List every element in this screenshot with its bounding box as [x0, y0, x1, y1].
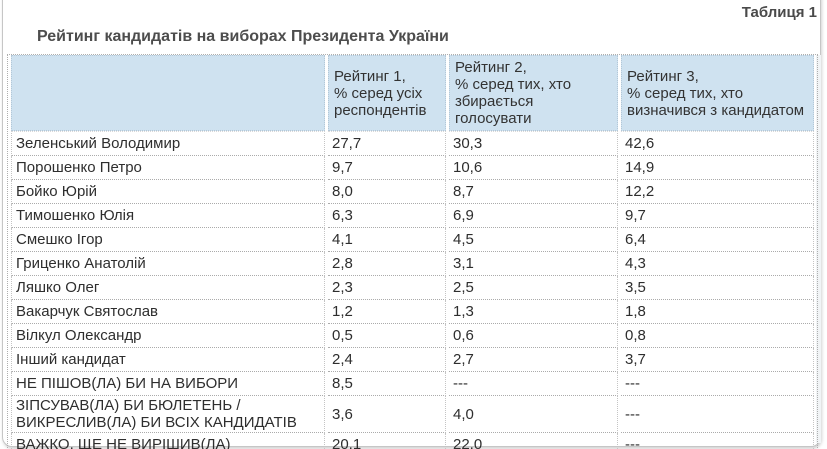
rating2-cell: 4,5 [449, 228, 618, 252]
rating3-cell: --- [621, 396, 814, 433]
candidate-name-cell: Вілкул Олександр [11, 324, 325, 348]
table-row: Смешко Ігор 4,1 4,5 6,4 [11, 228, 814, 252]
col-header-rating1: Рейтинг 1, % серед усіх респондентів [328, 55, 446, 131]
rating1-cell: 4,1 [328, 228, 446, 252]
col-header-rating2: Рейтинг 2, % серед тих, хто збирається г… [449, 55, 618, 131]
rating2-cell: 22,0 [449, 433, 618, 449]
rating2-cell: 8,7 [449, 180, 618, 204]
ratings-table-wrapper: Рейтинг 1, % серед усіх респондентів Рей… [7, 54, 818, 449]
rating2-cell: 3,1 [449, 252, 618, 276]
table-header-row: Рейтинг 1, % серед усіх респондентів Рей… [11, 55, 814, 131]
rating1-cell: 0,5 [328, 324, 446, 348]
rating3-cell: 3,5 [621, 276, 814, 300]
rating3-cell: 6,4 [621, 228, 814, 252]
col-header-rating3: Рейтинг 3, % серед тих, хто визначився з… [621, 55, 814, 131]
rating1-cell: 27,7 [328, 131, 446, 156]
rating1-cell: 6,3 [328, 204, 446, 228]
candidate-name-cell: Гриценко Анатолій [11, 252, 325, 276]
rating1-cell: 8,0 [328, 180, 446, 204]
rating1-cell: 3,6 [328, 396, 446, 433]
candidate-name-cell: ВАЖКО, ЩЕ НЕ ВИРІШИВ(ЛА) [11, 433, 325, 449]
table-row: Ляшко Олег 2,3 2,5 3,5 [11, 276, 814, 300]
table-row: Інший кандидат 2,4 2,7 3,7 [11, 348, 814, 372]
rating3-cell: 1,8 [621, 300, 814, 324]
candidate-name-cell: ЗІПСУВАВ(ЛА) БИ БЮЛЕТЕНЬ / ВИКРЕСЛИВ(ЛА)… [11, 396, 325, 433]
rating3-cell: 3,7 [621, 348, 814, 372]
candidate-name-cell: Смешко Ігор [11, 228, 325, 252]
rating3-cell: --- [621, 372, 814, 396]
table-row: Порошенко Петро 9,7 10,6 14,9 [11, 156, 814, 180]
table-number-label: Таблиця 1 [741, 4, 817, 21]
rating3-cell: 42,6 [621, 131, 814, 156]
rating2-cell: 6,9 [449, 204, 618, 228]
candidate-name-cell: Вакарчук Святослав [11, 300, 325, 324]
candidate-name-cell: Ляшко Олег [11, 276, 325, 300]
candidate-name-cell: Інший кандидат [11, 348, 325, 372]
table-row: Вілкул Олександр 0,5 0,6 0,8 [11, 324, 814, 348]
rating2-cell: 10,6 [449, 156, 618, 180]
rating2-cell: 30,3 [449, 131, 618, 156]
rating1-cell: 2,8 [328, 252, 446, 276]
table-row: Бойко Юрій 8,0 8,7 12,2 [11, 180, 814, 204]
table-row: Зеленський Володимир 27,7 30,3 42,6 [11, 131, 814, 156]
candidate-name-cell: Тимошенко Юлія [11, 204, 325, 228]
right-side-strip [816, 55, 821, 443]
rating2-cell: 2,5 [449, 276, 618, 300]
rating3-cell: 4,3 [621, 252, 814, 276]
rating1-cell: 2,4 [328, 348, 446, 372]
rating3-cell: 12,2 [621, 180, 814, 204]
rating2-cell: 4,0 [449, 396, 618, 433]
rating1-cell: 9,7 [328, 156, 446, 180]
candidate-name-cell: Бойко Юрій [11, 180, 325, 204]
rating2-cell: 2,7 [449, 348, 618, 372]
table-row: ВАЖКО, ЩЕ НЕ ВИРІШИВ(ЛА) 20,1 22,0 --- [11, 433, 814, 449]
candidate-name-cell: Порошенко Петро [11, 156, 325, 180]
table-row: Вакарчук Святослав 1,2 1,3 1,8 [11, 300, 814, 324]
candidate-name-cell: НЕ ПІШОВ(ЛА) БИ НА ВИБОРИ [11, 372, 325, 396]
rating3-cell: 9,7 [621, 204, 814, 228]
table-row: ЗІПСУВАВ(ЛА) БИ БЮЛЕТЕНЬ / ВИКРЕСЛИВ(ЛА)… [11, 396, 814, 433]
rating2-cell: --- [449, 372, 618, 396]
rating3-cell: --- [621, 433, 814, 449]
rating2-cell: 1,3 [449, 300, 618, 324]
col-header-candidate [11, 55, 325, 131]
table-row: НЕ ПІШОВ(ЛА) БИ НА ВИБОРИ 8,5 --- --- [11, 372, 814, 396]
rating1-cell: 2,3 [328, 276, 446, 300]
ratings-table: Рейтинг 1, % серед усіх респондентів Рей… [8, 55, 817, 449]
rating3-cell: 14,9 [621, 156, 814, 180]
table-row: Тимошенко Юлія 6,3 6,9 9,7 [11, 204, 814, 228]
rating1-cell: 8,5 [328, 372, 446, 396]
rating2-cell: 0,6 [449, 324, 618, 348]
page-title: Рейтинг кандидатів на виборах Президента… [37, 28, 449, 45]
candidate-name-cell: Зеленський Володимир [11, 131, 325, 156]
rating1-cell: 1,2 [328, 300, 446, 324]
rating1-cell: 20,1 [328, 433, 446, 449]
rating3-cell: 0,8 [621, 324, 814, 348]
table-row: Гриценко Анатолій 2,8 3,1 4,3 [11, 252, 814, 276]
